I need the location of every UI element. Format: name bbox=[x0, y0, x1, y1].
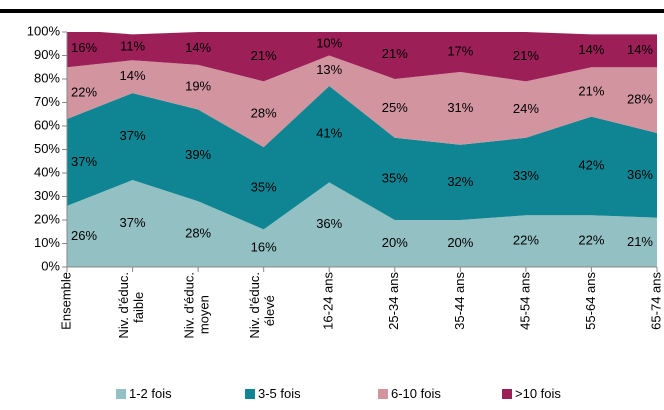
y-tick-label: 90% bbox=[34, 47, 60, 62]
data-label: 22% bbox=[513, 233, 539, 248]
y-tick-label: 60% bbox=[34, 117, 60, 132]
y-tick-label: 70% bbox=[34, 94, 60, 109]
data-label: 21% bbox=[251, 48, 277, 63]
y-tick-label: 0% bbox=[41, 258, 60, 273]
data-label: 14% bbox=[120, 68, 146, 83]
data-label: 37% bbox=[120, 128, 146, 143]
data-label: 21% bbox=[513, 48, 539, 63]
data-label: 22% bbox=[578, 233, 604, 248]
area bbox=[67, 32, 657, 82]
data-label: 36% bbox=[316, 216, 342, 231]
data-label: 10% bbox=[316, 35, 342, 50]
top-rule bbox=[0, 9, 664, 13]
data-label: 14% bbox=[578, 42, 604, 57]
data-label: 21% bbox=[382, 46, 408, 61]
legend-label: 1-2 fois bbox=[129, 386, 172, 401]
legend-label: >10 fois bbox=[515, 386, 561, 401]
plot-area bbox=[67, 32, 657, 267]
data-label: 26% bbox=[71, 228, 97, 243]
y-tick-label: 100% bbox=[27, 23, 61, 38]
legend-label: 3-5 fois bbox=[258, 386, 301, 401]
legend-swatch bbox=[245, 389, 255, 399]
data-label: 41% bbox=[316, 126, 342, 141]
data-label: 16% bbox=[71, 40, 97, 55]
x-tick-label: 25-34 ans bbox=[386, 272, 401, 330]
data-label: 13% bbox=[316, 62, 342, 77]
legend-swatch bbox=[502, 389, 512, 399]
data-label: 20% bbox=[447, 235, 473, 250]
y-tick-label: 40% bbox=[34, 164, 60, 179]
data-label: 14% bbox=[185, 40, 211, 55]
data-label: 14% bbox=[627, 42, 653, 57]
x-tick-label: Niv. d'éduc.moyen bbox=[182, 272, 212, 339]
y-tick-label: 20% bbox=[34, 211, 60, 226]
area bbox=[67, 55, 657, 148]
x-tick-label: 55-64 ans bbox=[583, 272, 598, 330]
y-tick-label: 10% bbox=[34, 235, 60, 250]
data-label: 17% bbox=[447, 43, 473, 58]
data-label: 33% bbox=[513, 168, 539, 183]
data-label: 16% bbox=[251, 240, 277, 255]
data-label: 28% bbox=[251, 106, 277, 121]
data-label: 24% bbox=[513, 101, 539, 116]
data-label: 31% bbox=[447, 100, 473, 115]
data-label: 37% bbox=[120, 215, 146, 230]
data-label: 21% bbox=[627, 234, 653, 249]
data-label: 28% bbox=[185, 226, 211, 241]
x-tick-label: 16-24 ans bbox=[321, 272, 336, 330]
x-tick-label: Niv. d'éduc.faible bbox=[116, 272, 146, 339]
area bbox=[67, 86, 657, 230]
data-label: 21% bbox=[578, 83, 604, 98]
data-label: 35% bbox=[382, 170, 408, 185]
x-tick-label: 65-74 ans bbox=[648, 272, 663, 330]
y-tick-label: 50% bbox=[34, 141, 60, 156]
data-label: 19% bbox=[185, 79, 211, 94]
data-label: 39% bbox=[185, 147, 211, 162]
y-tick-label: 80% bbox=[34, 70, 60, 85]
x-tick-label: 45-54 ans bbox=[517, 272, 532, 330]
data-label: 28% bbox=[627, 92, 653, 107]
legend-label: 6-10 fois bbox=[391, 386, 441, 401]
legend-swatch bbox=[378, 389, 388, 399]
x-tick-label: 35-44 ans bbox=[452, 272, 467, 330]
x-tick-label: Ensemble bbox=[58, 272, 73, 330]
data-label: 11% bbox=[120, 39, 145, 54]
area bbox=[67, 180, 657, 267]
data-label: 22% bbox=[71, 85, 97, 100]
x-tick-label: Niv. d'éduc.élevé bbox=[248, 272, 278, 339]
data-label: 35% bbox=[251, 180, 277, 195]
y-tick-label: 30% bbox=[34, 188, 60, 203]
data-label: 25% bbox=[382, 100, 408, 115]
legend-swatch bbox=[116, 389, 126, 399]
data-label: 37% bbox=[71, 154, 97, 169]
data-label: 32% bbox=[447, 174, 473, 189]
data-label: 36% bbox=[627, 167, 653, 182]
data-label: 20% bbox=[382, 235, 408, 250]
data-label: 42% bbox=[578, 157, 604, 172]
